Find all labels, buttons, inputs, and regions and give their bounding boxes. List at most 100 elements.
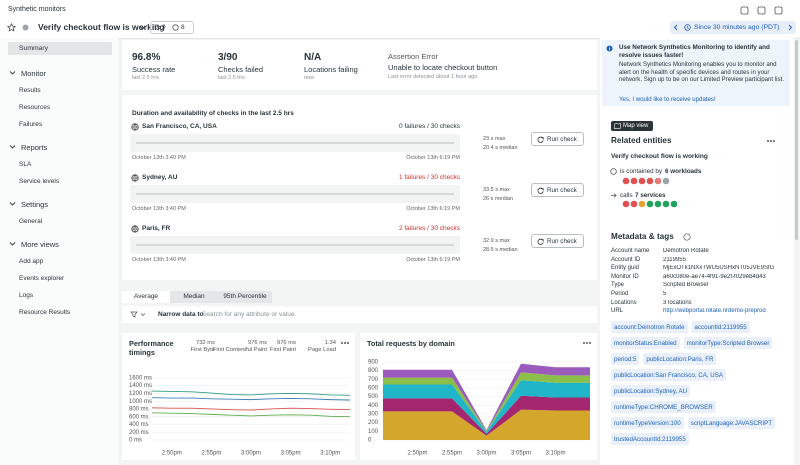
nav-item[interactable]: Add app (19, 258, 44, 265)
timeline-line (136, 193, 454, 195)
meta-value: 2119955 (663, 256, 686, 263)
nav-item[interactable]: Service levels (19, 178, 60, 185)
meta-value: a60c080e-ae74-4f91-9e2f-f029eb4d43 (663, 273, 766, 280)
tag-pill[interactable]: runtimeType:CHROME_BROWSER (611, 401, 716, 413)
series-line (151, 397, 351, 401)
x-tick-label: 3:10pm (545, 451, 565, 457)
tag-pill[interactable]: accountId:2119955 (691, 321, 750, 333)
tag-pill[interactable]: scriptLanguage:JAVASCRIPT (687, 417, 776, 429)
metadata-title: Metadata & tags (611, 232, 674, 241)
duration-max: 32.9 s max (483, 238, 510, 244)
nav-item[interactable]: SLA (19, 161, 32, 168)
x-tick-label: 3:10pm (320, 451, 340, 457)
summary-card: 96.8% Success rate last 2.5 hrs 3/90 Checks … (122, 40, 597, 90)
x-tick-label: 2:50pm (407, 451, 427, 457)
map-view-button[interactable]: Map view (611, 121, 653, 131)
y-tick-label: 100 (368, 429, 379, 435)
check-timeline (130, 185, 460, 203)
right-panel: Use Network Synthetics Monitoring to ide… (600, 38, 794, 465)
legend-item: 976 ms First Paint (270, 340, 296, 354)
chart-card: Performance timings 0 ms 200 ms 400 ms 600 m… (122, 333, 355, 460)
section-chevron (9, 145, 16, 149)
icon (537, 136, 544, 143)
favorite-star (7, 23, 16, 32)
legend-item: 732 ms First Byte (191, 340, 215, 354)
nav-summary[interactable]: Summary (8, 42, 112, 55)
nav-section[interactable]: Settings (21, 200, 49, 209)
nav-item[interactable]: Resources (19, 104, 51, 111)
tag-pill[interactable]: monitorStatus:Enabled (611, 337, 680, 349)
area-segment (383, 372, 590, 432)
run-check-button[interactable]: Run check (531, 234, 584, 248)
meta-value: 3 locations (663, 299, 692, 306)
chart-title: Performance timings (129, 339, 174, 357)
tag-pill[interactable]: monitorType:Scripted Browser (683, 337, 773, 349)
x-tick-label: 2:55pm (442, 451, 462, 457)
chart-menu (341, 342, 349, 344)
tag-pill[interactable]: publicLocation:San Francisco, CA, USA (611, 369, 727, 381)
nav-section[interactable]: Monitor (21, 69, 47, 78)
timeline-line (136, 142, 454, 144)
tag-count: 9 (162, 24, 166, 31)
meta-key: Type (611, 282, 625, 289)
legend-name: First Paint (269, 347, 296, 353)
location-failures: 2 failures / 30 checks (398, 225, 460, 232)
nav-item[interactable]: Events explorer (19, 275, 65, 282)
filter-input[interactable]: Search for any attribute or value. (202, 311, 297, 318)
section-chevron (9, 242, 16, 246)
tab[interactable]: 95th Percentile (218, 291, 272, 303)
nav-item[interactable]: Logs (19, 292, 34, 299)
duration-median: 26 s median (483, 196, 513, 202)
info-body: Network Synthetics Monitoring enables yo… (619, 61, 784, 83)
legend-name: Page Load (307, 347, 336, 353)
nav-section[interactable]: Reports (21, 143, 48, 152)
error-label: Assertion Error (388, 52, 439, 61)
legend-value: 976 ms (247, 340, 267, 346)
y-tick-label: 300 (368, 412, 379, 418)
area-segment (383, 409, 590, 440)
series-line (151, 412, 351, 418)
info-link[interactable]: Yes, I would like to receive updates! (619, 96, 716, 103)
area-segment (383, 363, 590, 431)
breadcrumb: Synthetic monitors (8, 6, 66, 13)
tag-pill[interactable]: trustedAccountId:2119955 (611, 433, 689, 445)
check-timeline (130, 134, 460, 152)
meta-value: MjExOTk1NXxTWU5USHxNT05JVE9SfG (663, 265, 775, 272)
nav-section[interactable]: More views (21, 240, 59, 249)
legend-value: 976 ms (276, 340, 296, 346)
tag-pill[interactable]: publicLocation:Paris, FR (643, 353, 717, 365)
time-picker[interactable]: Since 30 minutes ago (PDT) (670, 21, 796, 34)
related-title: Related entities (611, 136, 672, 145)
tab[interactable]: Average (122, 291, 170, 303)
y-tick-label: 400 (368, 403, 379, 409)
tag-pill[interactable]: account:Demotron Rotate (611, 321, 688, 333)
y-tick-label: 200 ms (129, 430, 149, 436)
timeline-end: October 13th 6:19 PM (406, 155, 460, 161)
page-title: Verify checkout flow is working (38, 22, 165, 32)
nav-item[interactable]: General (19, 218, 43, 225)
error-value: Unable to locate checkout button (388, 63, 498, 72)
nav-item[interactable]: Results (19, 87, 41, 94)
contained-icon (610, 168, 617, 175)
info-title: Use Network Synthetics Monitoring to ide… (619, 44, 770, 59)
tag-pill[interactable]: runtimeTypeVersion:100 (611, 417, 684, 429)
meta-key: URL (611, 308, 624, 315)
meta-key: Period (611, 291, 629, 297)
tag-pill[interactable]: period:5 (611, 353, 640, 365)
timeline-end: October 13th 6:19 PM (406, 257, 460, 263)
section-chevron (9, 71, 16, 75)
filter-icon (130, 311, 146, 318)
nav-item[interactable]: Failures (19, 121, 43, 128)
tag-pill[interactable]: publicLocation:Sydney, AU (611, 385, 691, 397)
run-check-button[interactable]: Run check (531, 183, 584, 197)
tab[interactable]: Median (170, 291, 218, 303)
scrollbar (795, 40, 798, 240)
duration-max: 33.5 s max (483, 187, 510, 193)
stat-note: last 2.5 hrs (218, 75, 245, 81)
toolbar-icon (757, 6, 766, 15)
meta-value: 5 (663, 291, 667, 297)
run-check-button[interactable]: Run check (531, 132, 584, 146)
filter-label: Narrow data to (158, 311, 204, 318)
nav-item[interactable]: Resource Results (19, 309, 71, 316)
